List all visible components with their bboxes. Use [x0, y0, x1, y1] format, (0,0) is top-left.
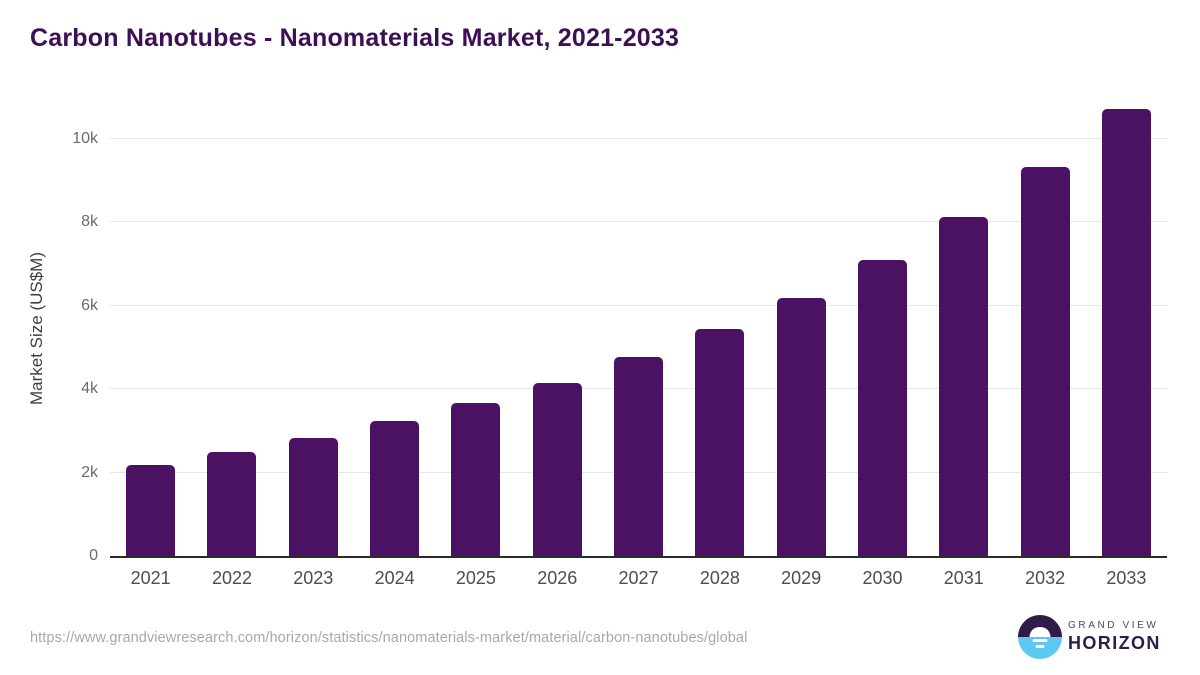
x-label-2024: 2024	[374, 568, 415, 588]
bar-2029	[776, 297, 826, 556]
bar-2025	[451, 403, 501, 556]
bar-2027	[614, 357, 664, 556]
x-label-2026: 2026	[537, 568, 578, 588]
x-label-2029: 2029	[781, 568, 822, 588]
source-url: https://www.grandviewresearch.com/horizo…	[30, 630, 748, 646]
gridline-6k	[110, 304, 1167, 306]
logo-text-grand-view: GRAND VIEW	[1068, 620, 1159, 631]
bar-slot-2033	[1086, 100, 1167, 556]
bar-2021	[126, 464, 176, 556]
x-label-2031: 2031	[943, 568, 984, 588]
bar-2023	[288, 438, 338, 556]
bar-slot-2031	[923, 100, 1004, 556]
sun-shape	[1029, 627, 1051, 637]
y-tick-label: 8k	[81, 213, 98, 231]
bar-slot-2027	[598, 100, 679, 556]
y-tick-label: 2k	[81, 463, 98, 481]
bar-2024	[370, 421, 420, 556]
bar-2031	[939, 217, 989, 556]
y-axis-title-text: Market Size (US$M)	[27, 252, 46, 406]
x-label-2025: 2025	[455, 568, 496, 588]
chart-title: Carbon Nanotubes - Nanomaterials Market,…	[30, 24, 680, 52]
bar-slot-2024	[354, 100, 435, 556]
x-label-2023: 2023	[293, 568, 334, 588]
x-label-2032: 2032	[1025, 568, 1066, 588]
bar-slot-2025	[435, 100, 516, 556]
x-label-2028: 2028	[699, 568, 740, 588]
bar-2028	[695, 329, 745, 556]
x-label-2030: 2030	[862, 568, 903, 588]
bar-2022	[207, 451, 257, 556]
x-axis-labels: 2021 2022 2023 2024 2025 2026 2027 2028 2029 2030…	[110, 568, 1167, 589]
bar-slot-2026	[517, 100, 598, 556]
x-label-2022: 2022	[211, 568, 252, 588]
x-label-2021: 2021	[130, 568, 171, 588]
bar-slot-2029	[761, 100, 842, 556]
grand-view-horizon-logo: GRAND VIEW HORIZON	[1018, 615, 1161, 659]
bar-slot-2023	[273, 100, 354, 556]
sun-reflection-line-2	[1035, 644, 1045, 648]
x-label-2027: 2027	[618, 568, 659, 588]
gridline-10k	[110, 138, 1167, 139]
y-tick-label: 6k	[81, 296, 98, 314]
gridline-8k	[110, 221, 1167, 223]
bar-slot-2032	[1004, 100, 1085, 556]
x-label-2033: 2033	[1106, 568, 1147, 588]
y-tick-label: 4k	[81, 380, 98, 398]
plot-area: 0 2k 4k 6k 8k 10k	[72, 100, 1167, 564]
logo-text: GRAND VIEW HORIZON	[1068, 620, 1161, 654]
bar-2030	[857, 260, 907, 556]
bar-slot-2022	[191, 100, 272, 556]
bar-2032	[1020, 167, 1070, 556]
y-tick-label: 0	[89, 547, 98, 564]
logo-text-horizon: HORIZON	[1068, 633, 1161, 653]
y-tick-label: 10k	[72, 130, 98, 147]
bar-slot-2028	[679, 100, 760, 556]
sun-reflection-line-1	[1032, 639, 1048, 642]
bar-slot-2021	[110, 100, 191, 556]
y-axis-title: Market Size (US$M)	[24, 100, 50, 558]
bar-slot-2030	[842, 100, 923, 556]
bar-2033	[1101, 108, 1151, 556]
horizon-sunrise-icon	[1018, 615, 1062, 659]
bar-series	[110, 100, 1167, 556]
bar-2026	[532, 382, 582, 556]
